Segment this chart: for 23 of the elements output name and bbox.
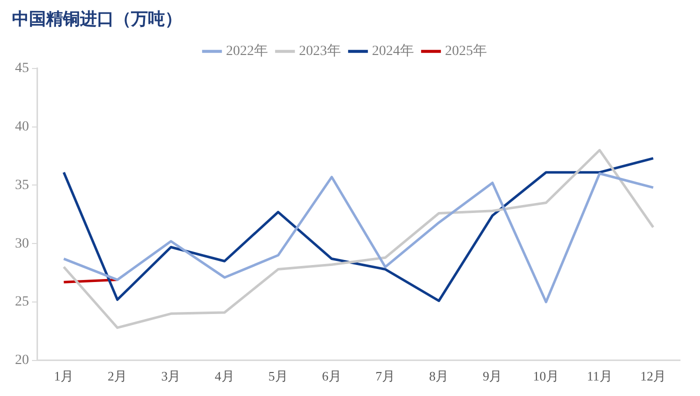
y-tick-label: 45 (15, 61, 29, 76)
x-tick-label: 3月 (161, 368, 181, 384)
x-tick-label: 1月 (54, 368, 74, 384)
x-tick-label: 6月 (322, 368, 342, 384)
x-tick-label: 8月 (429, 368, 449, 384)
legend-label: 2022年 (226, 43, 268, 60)
y-tick-label: 40 (15, 119, 29, 134)
y-tick-label: 35 (15, 178, 29, 193)
chart-title: 中国精铜进口（万吨） (12, 10, 182, 29)
y-tick-label: 30 (15, 236, 29, 252)
x-tick-label: 2月 (108, 368, 128, 384)
x-tick-label: 9月 (482, 368, 502, 384)
x-tick-label: 10月 (533, 368, 560, 384)
legend-label: 2023年 (299, 43, 341, 60)
x-tick-label: 5月 (268, 368, 288, 384)
x-tick-label: 4月 (214, 368, 234, 384)
y-tick-label: 25 (15, 294, 29, 310)
y-tick-label: 20 (15, 353, 29, 368)
x-tick-label: 12月 (640, 368, 666, 384)
x-tick-label: 7月 (376, 368, 396, 384)
x-tick-label: 11月 (586, 368, 612, 384)
legend-label: 2024年 (372, 43, 414, 60)
legend-label: 2025年 (445, 43, 487, 60)
